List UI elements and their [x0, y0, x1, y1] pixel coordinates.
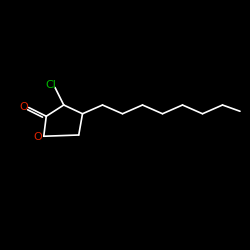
- Text: Cl: Cl: [45, 80, 56, 90]
- Text: O: O: [19, 102, 28, 112]
- Text: O: O: [33, 132, 42, 142]
